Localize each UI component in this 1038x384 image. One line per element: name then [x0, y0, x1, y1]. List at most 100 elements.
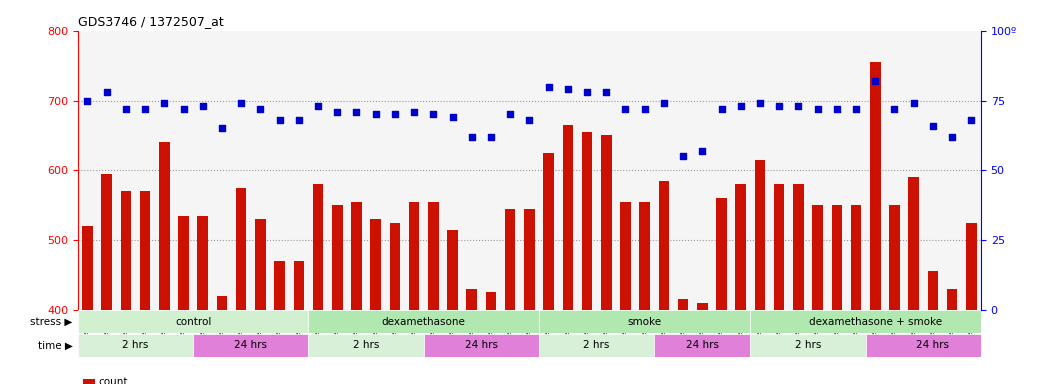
Bar: [698, 303, 708, 310]
Bar: [351, 202, 361, 310]
Point: [886, 106, 903, 112]
Text: 2 hrs: 2 hrs: [122, 340, 148, 350]
Text: smoke: smoke: [628, 317, 662, 327]
Point: [905, 100, 922, 106]
Bar: [486, 293, 496, 310]
Point: [694, 148, 711, 154]
Point: [828, 106, 845, 112]
Point: [675, 153, 691, 159]
Bar: [658, 181, 670, 310]
Bar: [424, 334, 539, 357]
Bar: [371, 219, 381, 310]
Point: [367, 111, 384, 118]
Point: [463, 134, 480, 140]
Text: 24 hrs: 24 hrs: [917, 340, 950, 350]
Text: control: control: [175, 317, 212, 327]
Bar: [813, 205, 823, 310]
Point: [733, 103, 749, 109]
Point: [386, 111, 403, 118]
Point: [713, 106, 730, 112]
Point: [636, 106, 653, 112]
Text: 24 hrs: 24 hrs: [235, 340, 267, 350]
Text: 24 hrs: 24 hrs: [465, 340, 498, 350]
Point: [425, 111, 441, 118]
Point: [521, 117, 538, 123]
Bar: [504, 209, 516, 310]
Text: 2 hrs: 2 hrs: [583, 340, 609, 350]
Point: [175, 106, 192, 112]
Bar: [308, 334, 424, 357]
Point: [867, 78, 883, 84]
Bar: [851, 205, 862, 310]
Point: [291, 117, 307, 123]
Point: [406, 109, 422, 115]
Bar: [866, 334, 1001, 357]
Bar: [78, 334, 193, 357]
Bar: [928, 271, 938, 310]
Point: [99, 89, 115, 95]
Bar: [947, 289, 957, 310]
Bar: [870, 62, 880, 310]
Point: [618, 106, 634, 112]
Bar: [82, 226, 92, 310]
Point: [444, 114, 461, 120]
Bar: [236, 188, 246, 310]
Point: [656, 100, 673, 106]
Point: [117, 106, 134, 112]
Bar: [793, 184, 803, 310]
Point: [810, 106, 826, 112]
Point: [752, 100, 768, 106]
Bar: [831, 205, 842, 310]
Point: [963, 117, 980, 123]
Bar: [543, 153, 554, 310]
Point: [309, 103, 326, 109]
Bar: [294, 261, 304, 310]
Bar: [274, 261, 284, 310]
Text: time ▶: time ▶: [37, 340, 73, 350]
Bar: [159, 142, 169, 310]
Bar: [736, 184, 746, 310]
Bar: [654, 334, 750, 357]
Bar: [308, 310, 539, 333]
Point: [79, 98, 95, 104]
Bar: [255, 219, 266, 310]
Bar: [78, 310, 308, 333]
Point: [214, 125, 230, 131]
Point: [348, 109, 364, 115]
Bar: [332, 205, 343, 310]
Point: [137, 106, 154, 112]
Text: dexamethasone + smoke: dexamethasone + smoke: [809, 317, 941, 327]
Bar: [601, 136, 611, 310]
Text: GDS3746 / 1372507_at: GDS3746 / 1372507_at: [78, 15, 223, 28]
Point: [944, 134, 960, 140]
Point: [329, 109, 346, 115]
Bar: [563, 125, 573, 310]
Bar: [193, 334, 308, 357]
Point: [579, 89, 596, 95]
Point: [541, 83, 557, 89]
Bar: [755, 160, 765, 310]
Bar: [197, 216, 208, 310]
Point: [790, 103, 807, 109]
Bar: [312, 184, 323, 310]
Bar: [389, 223, 401, 310]
Point: [771, 103, 788, 109]
Text: count: count: [99, 377, 128, 384]
Bar: [750, 310, 1001, 333]
Bar: [539, 310, 750, 333]
Point: [156, 100, 172, 106]
Point: [194, 103, 211, 109]
Point: [598, 89, 614, 95]
Bar: [524, 209, 535, 310]
Point: [925, 122, 941, 129]
Point: [501, 111, 518, 118]
Bar: [678, 300, 688, 310]
Point: [233, 100, 249, 106]
Bar: [409, 202, 419, 310]
Bar: [774, 184, 785, 310]
Bar: [140, 191, 151, 310]
Bar: [428, 202, 439, 310]
Point: [848, 106, 865, 112]
Text: 2 hrs: 2 hrs: [353, 340, 379, 350]
Point: [559, 86, 576, 93]
